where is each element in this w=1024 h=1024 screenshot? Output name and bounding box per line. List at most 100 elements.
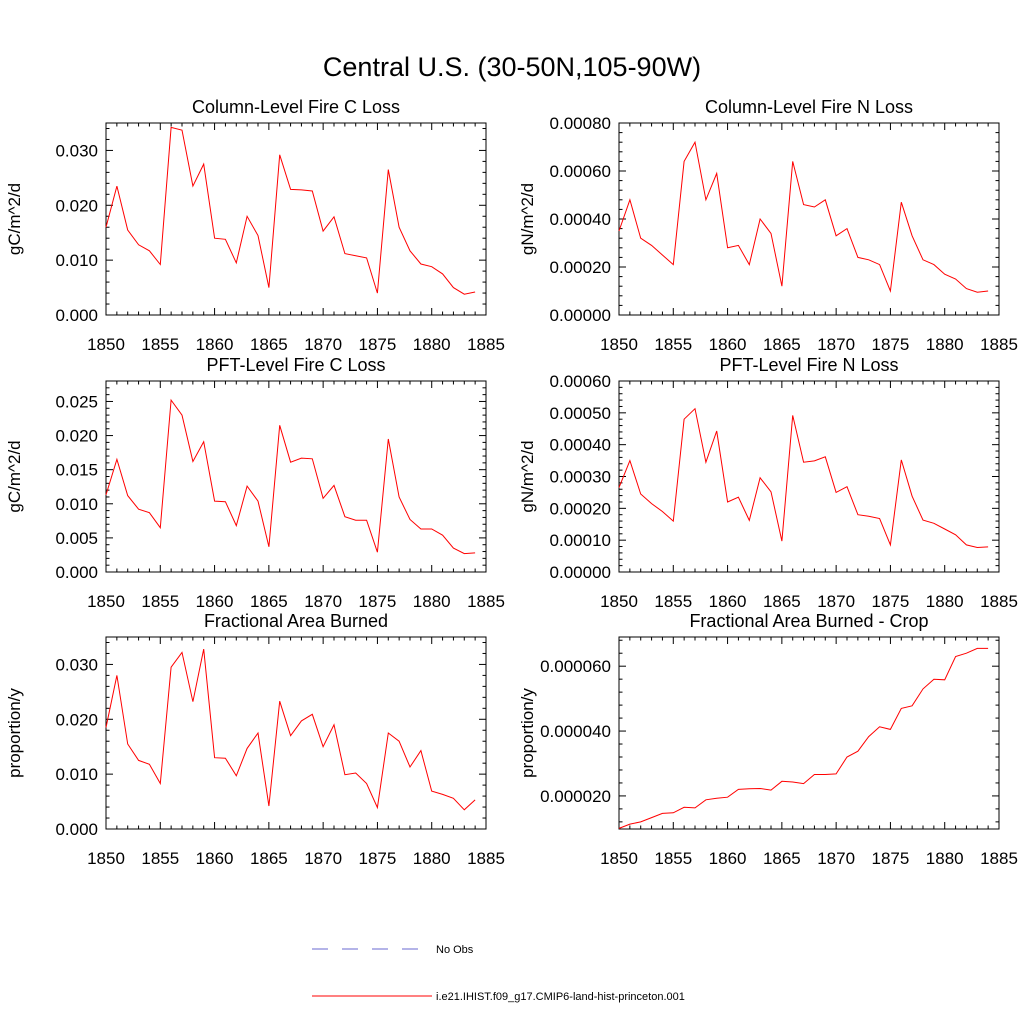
y-axis-label: gC/m^2/d bbox=[5, 440, 24, 512]
legend-model-label: i.e21.IHIST.f09_g17.CMIP6-land-hist-prin… bbox=[436, 991, 685, 1003]
x-tick-label: 1880 bbox=[926, 335, 964, 354]
x-tick-label: 1885 bbox=[467, 592, 505, 611]
y-tick-label: 0.000060 bbox=[540, 657, 611, 676]
series-line bbox=[618, 407, 989, 549]
series-line bbox=[105, 398, 476, 555]
plot-frame bbox=[105, 636, 487, 830]
y-tick-label: 0.00060 bbox=[550, 372, 611, 391]
series-line bbox=[618, 140, 989, 293]
x-tick-label: 1865 bbox=[250, 335, 288, 354]
x-tick-label: 1850 bbox=[87, 335, 125, 354]
x-tick-label: 1850 bbox=[87, 592, 125, 611]
chart-panel-5: Fractional Area Burned proportion/y 1850 18… bbox=[5, 611, 505, 868]
x-tick-label: 1855 bbox=[141, 849, 179, 868]
x-tick-label: 1880 bbox=[926, 849, 964, 868]
x-tick-label: 1870 bbox=[817, 592, 855, 611]
y-tick-label: 0.000 bbox=[55, 563, 98, 582]
y-tick-label: 0.00080 bbox=[550, 114, 611, 133]
series-line bbox=[105, 126, 476, 295]
chart-panel-2: Column-Level Fire N Loss gN/m^2/d 1850 1855… bbox=[518, 97, 1018, 354]
y-tick-label: 0.020 bbox=[55, 427, 98, 446]
x-tick-label: 1880 bbox=[413, 849, 451, 868]
plot-frame bbox=[618, 380, 1000, 573]
x-tick-label: 1855 bbox=[654, 849, 692, 868]
x-tick-label: 1855 bbox=[141, 592, 179, 611]
x-tick-label: 1860 bbox=[196, 335, 234, 354]
series-line bbox=[105, 648, 476, 811]
plot-frame bbox=[618, 636, 1000, 830]
panel-title: PFT-Level Fire N Loss bbox=[719, 355, 898, 375]
chart-panel-1: Column-Level Fire C Loss gC/m^2/d 1850 1855… bbox=[5, 97, 505, 354]
x-tick-label: 1865 bbox=[250, 592, 288, 611]
figure-title: Central U.S. (30-50N,105-90W) bbox=[323, 52, 701, 82]
x-tick-label: 1855 bbox=[654, 592, 692, 611]
y-tick-label: 0.020 bbox=[55, 196, 98, 215]
x-tick-label: 1875 bbox=[359, 592, 397, 611]
x-tick-label: 1885 bbox=[980, 592, 1018, 611]
series-line bbox=[618, 647, 989, 829]
y-tick-label: 0.000040 bbox=[540, 722, 611, 741]
chart-panel-6: Fractional Area Burned - Crop proportion/… bbox=[518, 611, 1018, 868]
x-tick-label: 1870 bbox=[304, 592, 342, 611]
x-tick-label: 1880 bbox=[413, 335, 451, 354]
y-tick-label: 0.025 bbox=[55, 392, 98, 411]
y-tick-label: 0.030 bbox=[55, 655, 98, 674]
x-tick-label: 1875 bbox=[359, 335, 397, 354]
x-tick-label: 1860 bbox=[196, 592, 234, 611]
y-tick-label: 0.010 bbox=[55, 251, 98, 270]
x-tick-label: 1885 bbox=[980, 849, 1018, 868]
y-tick-label: 0.000020 bbox=[540, 787, 611, 806]
x-tick-label: 1875 bbox=[872, 849, 910, 868]
y-axis-label: gN/m^2/d bbox=[518, 440, 537, 512]
plot-frame bbox=[105, 122, 487, 316]
legend: No Obs i.e21.IHIST.f09_g17.CMIP6-land-hi… bbox=[312, 944, 685, 1003]
y-tick-label: 0.00020 bbox=[550, 499, 611, 518]
y-tick-label: 0.00050 bbox=[550, 404, 611, 423]
y-tick-label: 0.00000 bbox=[550, 306, 611, 325]
x-tick-label: 1855 bbox=[654, 335, 692, 354]
y-axis-label: gC/m^2/d bbox=[5, 183, 24, 255]
y-axis-label: proportion/y bbox=[5, 688, 24, 778]
panel-title: Column-Level Fire C Loss bbox=[192, 97, 400, 117]
panel-title: Fractional Area Burned - Crop bbox=[689, 611, 928, 631]
x-tick-label: 1850 bbox=[600, 849, 638, 868]
y-axis-label: proportion/y bbox=[518, 688, 537, 778]
x-tick-label: 1860 bbox=[709, 592, 747, 611]
chart-panels: Column-Level Fire C Loss gC/m^2/d 1850 1855… bbox=[5, 97, 1018, 868]
panel-title: Column-Level Fire N Loss bbox=[705, 97, 913, 117]
y-tick-label: 0.010 bbox=[55, 765, 98, 784]
x-tick-label: 1870 bbox=[817, 335, 855, 354]
y-tick-label: 0.00020 bbox=[550, 258, 611, 277]
x-tick-label: 1885 bbox=[980, 335, 1018, 354]
plot-frame bbox=[105, 380, 487, 573]
x-tick-label: 1870 bbox=[304, 849, 342, 868]
y-tick-label: 0.030 bbox=[55, 141, 98, 160]
y-tick-label: 0.000 bbox=[55, 820, 98, 839]
y-tick-label: 0.00010 bbox=[550, 531, 611, 550]
panel-title: Fractional Area Burned bbox=[204, 611, 388, 631]
x-tick-label: 1860 bbox=[709, 849, 747, 868]
y-tick-label: 0.015 bbox=[55, 461, 98, 480]
x-tick-label: 1870 bbox=[817, 849, 855, 868]
legend-no-obs-label: No Obs bbox=[436, 944, 474, 956]
y-axis-label: gN/m^2/d bbox=[518, 183, 537, 255]
y-tick-label: 0.00060 bbox=[550, 162, 611, 181]
x-tick-label: 1875 bbox=[872, 592, 910, 611]
y-tick-label: 0.00000 bbox=[550, 563, 611, 582]
x-tick-label: 1875 bbox=[872, 335, 910, 354]
x-tick-label: 1850 bbox=[87, 849, 125, 868]
x-tick-label: 1885 bbox=[467, 335, 505, 354]
x-tick-label: 1880 bbox=[413, 592, 451, 611]
y-tick-label: 0.010 bbox=[55, 495, 98, 514]
x-tick-label: 1885 bbox=[467, 849, 505, 868]
x-tick-label: 1875 bbox=[359, 849, 397, 868]
x-tick-label: 1860 bbox=[709, 335, 747, 354]
x-tick-label: 1850 bbox=[600, 592, 638, 611]
chart-panel-4: PFT-Level Fire N Loss gN/m^2/d 1850 1855 186… bbox=[518, 355, 1018, 611]
plot-frame bbox=[618, 122, 1000, 316]
x-tick-label: 1865 bbox=[763, 592, 801, 611]
x-tick-label: 1865 bbox=[763, 849, 801, 868]
x-tick-label: 1865 bbox=[250, 849, 288, 868]
y-tick-label: 0.00040 bbox=[550, 436, 611, 455]
